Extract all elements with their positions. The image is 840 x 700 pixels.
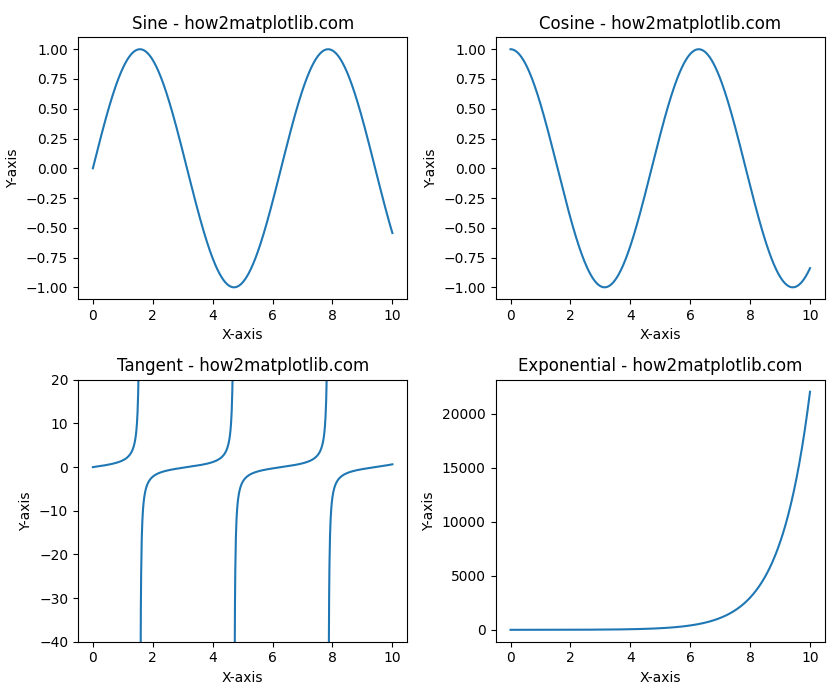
Title: Exponential - how2matplotlib.com: Exponential - how2matplotlib.com [518, 358, 802, 375]
Y-axis label: Y-axis: Y-axis [6, 148, 20, 188]
X-axis label: X-axis: X-axis [222, 328, 264, 342]
Title: Tangent - how2matplotlib.com: Tangent - how2matplotlib.com [117, 358, 369, 375]
Y-axis label: Y-axis: Y-axis [19, 491, 34, 531]
Title: Cosine - how2matplotlib.com: Cosine - how2matplotlib.com [539, 15, 781, 33]
Y-axis label: Y-axis: Y-axis [423, 491, 436, 531]
X-axis label: X-axis: X-axis [639, 328, 681, 342]
X-axis label: X-axis: X-axis [222, 671, 264, 685]
Y-axis label: Y-axis: Y-axis [424, 148, 438, 188]
Title: Sine - how2matplotlib.com: Sine - how2matplotlib.com [132, 15, 354, 33]
X-axis label: X-axis: X-axis [639, 671, 681, 685]
